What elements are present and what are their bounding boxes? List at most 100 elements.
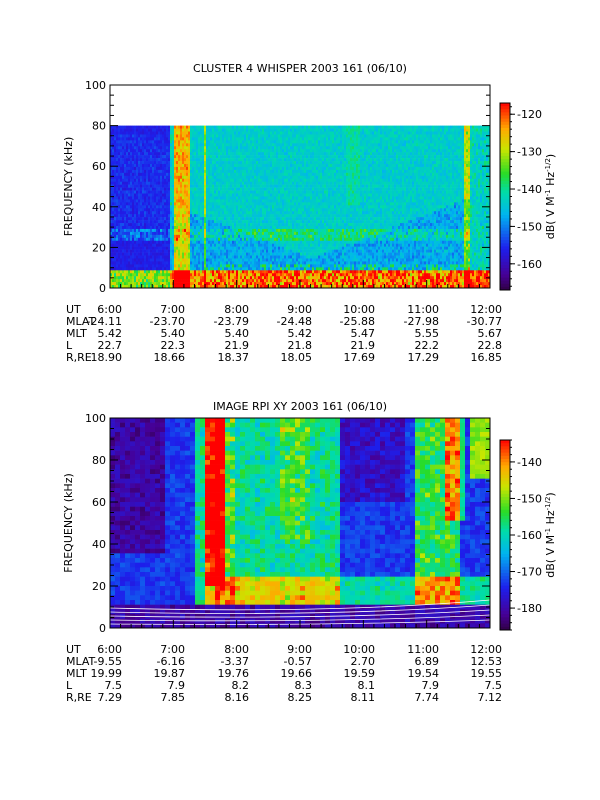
spectrogram-cell [250, 155, 253, 159]
spectrogram-cell [252, 273, 255, 277]
spectrogram-cell [212, 249, 215, 253]
spectrogram-cell [112, 175, 115, 180]
spectrogram-cell [260, 252, 263, 256]
spectrogram-cell [268, 202, 271, 206]
spectrogram-cell [260, 134, 263, 138]
spectrogram-cell [226, 231, 229, 236]
spectrogram-cell [242, 217, 245, 221]
spectrogram-cell [132, 261, 135, 265]
spectrogram-cell [218, 264, 221, 268]
spectrogram-cell [148, 155, 151, 159]
spectrogram-cell [184, 234, 187, 239]
spectrogram-cell [172, 169, 175, 174]
spectrogram-cell [278, 276, 281, 280]
spectrogram-cell [236, 184, 239, 188]
spectrogram-cell [264, 196, 267, 200]
spectrogram-cell [120, 134, 123, 138]
spectrogram-cell [126, 225, 129, 230]
spectrogram-cell [190, 246, 193, 250]
spectrogram-cell [220, 234, 223, 239]
spectrogram-cell [160, 184, 163, 188]
spectrogram-cell [286, 225, 289, 230]
spectrogram-cell [220, 140, 223, 144]
spectrogram-cell [266, 223, 269, 227]
spectrogram-cell [148, 184, 151, 188]
spectrogram-cell [234, 276, 237, 280]
spectrogram-cell [276, 261, 279, 265]
spectrogram-cell [122, 223, 125, 227]
spectrogram-cell [190, 217, 193, 221]
spectrogram-cell [140, 273, 143, 277]
spectrogram-cell [268, 146, 271, 150]
spectrogram-cell [264, 169, 267, 174]
spectrogram-cell [180, 211, 183, 215]
spectrogram-cell [118, 228, 121, 233]
spectrogram-cell [192, 214, 195, 218]
spectrogram-cell [212, 175, 215, 180]
spectrogram-cell [144, 137, 147, 141]
spectrogram-cell [244, 178, 247, 182]
spectrogram-cell [272, 285, 275, 289]
spectrogram-cell [214, 240, 217, 245]
spectrogram-cell [216, 134, 219, 138]
spectrogram-cell [208, 134, 211, 138]
spectrogram-cell [180, 146, 183, 150]
spectrogram-cell [182, 243, 185, 247]
spectrogram-cell [166, 211, 169, 215]
spectrogram-cell [164, 134, 167, 138]
spectrogram-cell [164, 252, 167, 256]
spectrogram-cell [142, 166, 145, 171]
spectrogram-cell [148, 199, 151, 203]
spectrogram-cell [228, 158, 231, 162]
spectrogram-cell [140, 237, 143, 242]
spectrogram-cell [214, 255, 217, 259]
spectrogram-cell [202, 143, 205, 147]
spectrogram-cell [112, 155, 115, 159]
spectrogram-cell [278, 140, 281, 144]
spectrogram-cell [278, 264, 281, 268]
spectrogram-cell [144, 214, 147, 218]
spectrogram-cell [138, 193, 141, 197]
spectrogram-cell [288, 246, 291, 250]
spectrogram-cell [170, 161, 173, 165]
spectrogram-cell [170, 140, 173, 144]
spectrogram-cell [206, 276, 209, 280]
spectrogram-cell [146, 199, 149, 203]
spectrogram-cell [270, 261, 273, 265]
spectrogram-cell [220, 279, 223, 283]
spectrogram-cell [128, 169, 131, 174]
spectrogram-cell [200, 202, 203, 206]
spectrogram-cell [272, 190, 275, 194]
spectrogram-cell [158, 184, 161, 188]
spectrogram-cell [228, 249, 231, 253]
spectrogram-cell [290, 166, 293, 171]
chart-panel-1: CLUSTER 4 WHISPER 2003 161 (06/10)020406… [62, 62, 557, 364]
spectrogram-cell [110, 249, 113, 253]
spectrogram-cell [286, 223, 289, 227]
spectrogram-cell [178, 228, 181, 233]
spectrogram-cell [232, 143, 235, 147]
spectrogram-cell [172, 273, 175, 277]
spectrogram-cell [186, 261, 189, 265]
spectrogram-cell [274, 217, 277, 221]
spectrogram-cell [172, 131, 175, 135]
spectrogram-cell [260, 264, 263, 268]
spectrogram-cell [116, 169, 119, 174]
spectrogram-cell [250, 140, 253, 144]
spectrogram-cell [240, 131, 243, 135]
spectrogram-cell [180, 252, 183, 256]
spectrogram-cell [194, 217, 197, 221]
spectrogram-cell [252, 161, 255, 165]
spectrogram-cell [146, 208, 149, 212]
spectrogram-cell [234, 285, 237, 289]
spectrogram-cell [164, 211, 167, 215]
spectrogram-cell [278, 166, 281, 171]
spectrogram-cell [212, 190, 215, 194]
spectrogram-cell [166, 220, 169, 224]
spectrogram-cell [182, 137, 185, 141]
spectrogram-cell [190, 163, 193, 168]
spectrogram-cell [250, 199, 253, 203]
spectrogram-cell [250, 196, 253, 200]
spectrogram-cell [202, 205, 205, 209]
spectrogram-cell [114, 234, 117, 239]
